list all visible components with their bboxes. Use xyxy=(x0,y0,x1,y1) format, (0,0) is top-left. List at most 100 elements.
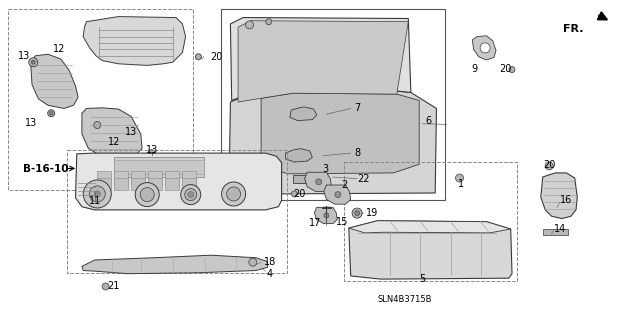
Polygon shape xyxy=(541,173,577,219)
Circle shape xyxy=(221,182,246,206)
Text: 3: 3 xyxy=(322,164,328,174)
Bar xyxy=(165,171,179,185)
Text: 1: 1 xyxy=(458,179,464,189)
Text: 22: 22 xyxy=(357,174,370,184)
Circle shape xyxy=(316,179,322,185)
Polygon shape xyxy=(230,18,411,100)
Bar xyxy=(131,171,145,185)
Polygon shape xyxy=(305,172,332,191)
Circle shape xyxy=(102,283,109,290)
Text: 15: 15 xyxy=(336,217,349,227)
Bar xyxy=(97,178,111,190)
Circle shape xyxy=(148,150,155,157)
Text: 17: 17 xyxy=(308,218,321,228)
Circle shape xyxy=(48,110,54,117)
Text: 18: 18 xyxy=(264,256,276,267)
Circle shape xyxy=(83,180,111,208)
Polygon shape xyxy=(349,221,511,233)
Polygon shape xyxy=(82,255,268,274)
Bar xyxy=(165,178,179,190)
Text: 11: 11 xyxy=(88,196,101,206)
Circle shape xyxy=(227,187,241,201)
Text: 21: 21 xyxy=(108,280,120,291)
Circle shape xyxy=(456,174,463,182)
Circle shape xyxy=(180,185,201,204)
Polygon shape xyxy=(229,83,436,194)
Bar xyxy=(115,171,128,185)
Circle shape xyxy=(195,54,202,60)
Circle shape xyxy=(89,186,105,202)
Circle shape xyxy=(324,213,329,218)
Circle shape xyxy=(480,43,490,53)
Bar xyxy=(182,178,196,190)
Bar xyxy=(67,150,287,273)
Polygon shape xyxy=(238,21,408,102)
Text: 20: 20 xyxy=(210,52,223,63)
Text: 13: 13 xyxy=(125,127,138,137)
Bar xyxy=(221,9,445,200)
Circle shape xyxy=(249,258,257,266)
Circle shape xyxy=(291,191,298,197)
Text: 20: 20 xyxy=(293,189,306,199)
Polygon shape xyxy=(314,207,337,224)
Bar xyxy=(8,9,193,190)
Polygon shape xyxy=(472,36,496,60)
Polygon shape xyxy=(285,149,312,162)
Polygon shape xyxy=(349,221,512,279)
Circle shape xyxy=(545,162,553,170)
Polygon shape xyxy=(324,185,351,204)
Text: 12: 12 xyxy=(108,137,120,147)
Polygon shape xyxy=(290,107,317,121)
Polygon shape xyxy=(82,108,142,160)
Text: 7: 7 xyxy=(354,103,360,114)
Circle shape xyxy=(246,21,253,29)
Text: SLN4B3715B: SLN4B3715B xyxy=(377,295,432,304)
Text: FR.: FR. xyxy=(563,24,583,34)
Polygon shape xyxy=(83,17,186,65)
Circle shape xyxy=(355,211,360,216)
Circle shape xyxy=(185,189,196,201)
Polygon shape xyxy=(76,153,282,210)
Bar xyxy=(148,171,163,185)
Text: 13: 13 xyxy=(146,145,159,155)
Text: 20: 20 xyxy=(499,63,512,74)
Bar xyxy=(114,165,204,173)
Text: 12: 12 xyxy=(53,44,66,55)
Circle shape xyxy=(94,122,100,129)
Bar xyxy=(182,171,196,185)
Circle shape xyxy=(31,60,35,64)
Circle shape xyxy=(135,182,159,207)
Circle shape xyxy=(509,67,515,72)
Text: 2: 2 xyxy=(341,180,348,190)
Text: 13: 13 xyxy=(18,51,31,61)
Bar xyxy=(148,178,163,190)
Circle shape xyxy=(140,188,154,202)
Text: 19: 19 xyxy=(366,208,379,218)
Text: 5: 5 xyxy=(419,274,426,284)
Text: 14: 14 xyxy=(554,224,566,234)
Text: 9: 9 xyxy=(472,63,478,74)
Circle shape xyxy=(94,191,100,197)
Circle shape xyxy=(335,192,341,197)
Bar xyxy=(543,229,568,235)
Text: 16: 16 xyxy=(560,195,573,205)
Text: 6: 6 xyxy=(426,116,432,126)
Circle shape xyxy=(266,19,272,25)
Bar xyxy=(293,175,323,183)
Circle shape xyxy=(352,208,362,218)
Circle shape xyxy=(49,111,53,115)
Text: 4: 4 xyxy=(267,269,273,279)
Bar xyxy=(114,157,204,177)
Text: B-16-10: B-16-10 xyxy=(23,164,69,174)
Text: 8: 8 xyxy=(354,148,360,158)
Text: 13: 13 xyxy=(24,118,37,128)
Polygon shape xyxy=(261,93,419,174)
Polygon shape xyxy=(31,54,78,108)
Circle shape xyxy=(29,58,38,67)
Text: 20: 20 xyxy=(543,160,556,170)
Circle shape xyxy=(188,192,194,197)
Bar xyxy=(115,178,128,190)
Bar xyxy=(97,171,111,185)
Bar xyxy=(131,178,145,190)
Bar xyxy=(344,162,517,281)
